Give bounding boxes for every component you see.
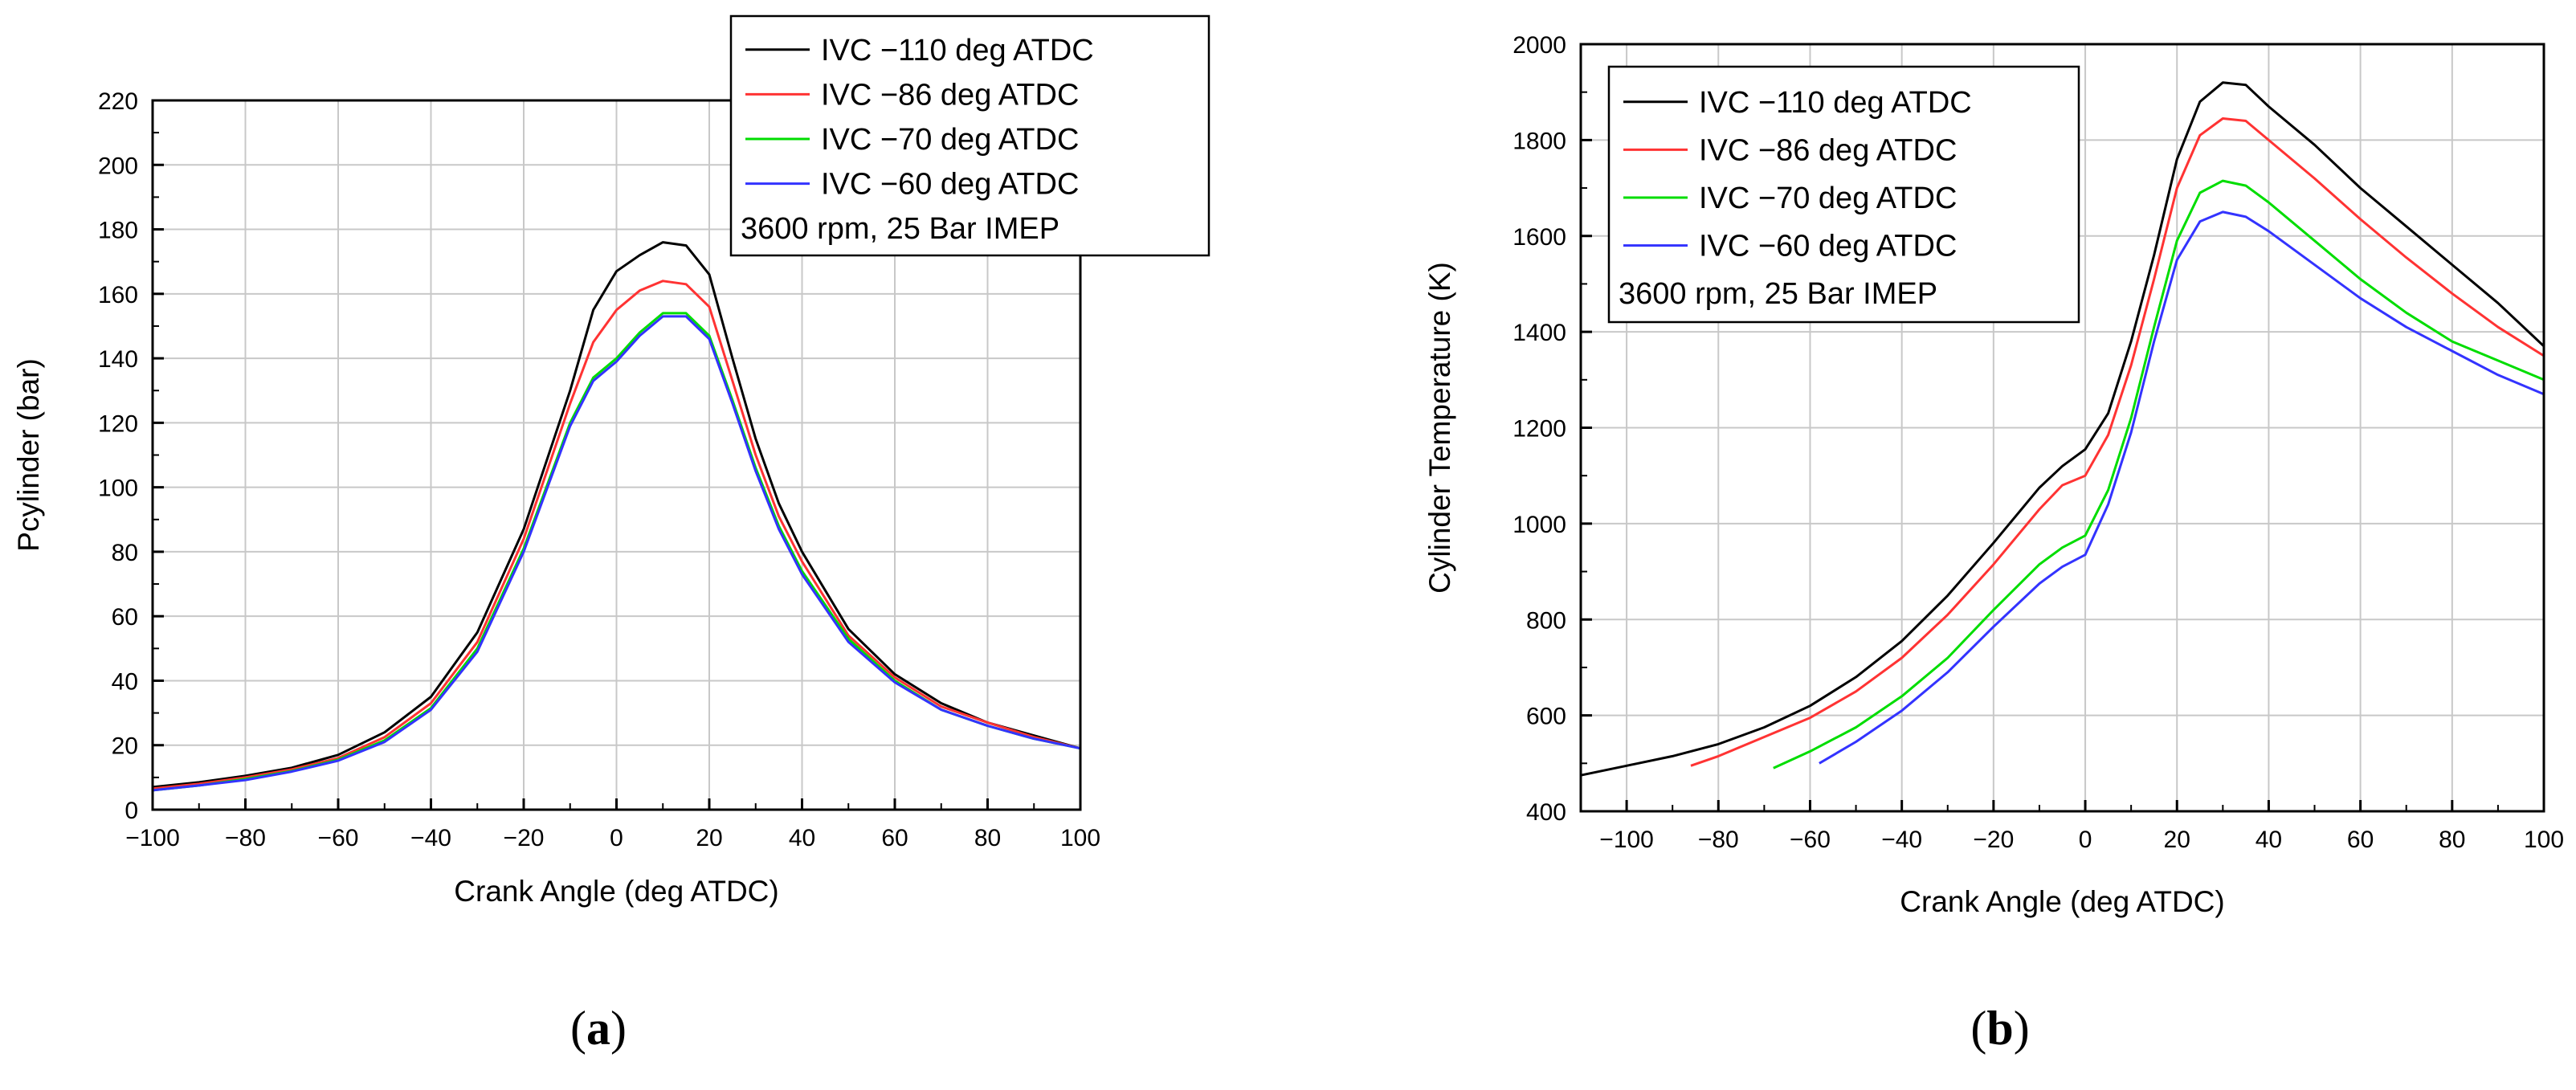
- x-axis-title: Crank Angle (deg ATDC): [1900, 885, 2224, 918]
- legend-label-2: IVC −70 deg ATDC: [821, 123, 1079, 157]
- series-line-0: [1580, 81, 2545, 777]
- x-tick-label: 20: [696, 825, 722, 851]
- series-line-3: [1819, 210, 2545, 765]
- legend-annotation: 3600 rpm, 25 Bar IMEP: [741, 212, 1059, 246]
- x-tick-label: 40: [2256, 827, 2282, 853]
- x-tick-label: −60: [1790, 827, 1831, 853]
- x-tick-label: −100: [1599, 827, 1654, 853]
- series-line-1: [152, 280, 1081, 790]
- y-tick-label: 1400: [1513, 320, 1566, 346]
- y-tick-label: 600: [1526, 704, 1566, 730]
- y-tick-label: 1600: [1513, 224, 1566, 251]
- legend-label-2: IVC −70 deg ATDC: [1699, 182, 1957, 215]
- x-tick-label: −40: [1881, 827, 1922, 853]
- x-tick-label: −60: [318, 825, 359, 851]
- y-tick-label: 1000: [1513, 512, 1566, 538]
- x-tick-label: 80: [974, 825, 1001, 851]
- legend-label-0: IVC −110 deg ATDC: [1699, 86, 1972, 120]
- y-tick-label: 1200: [1513, 416, 1566, 443]
- legend-box: [729, 14, 1210, 257]
- x-tick-label: 80: [2439, 827, 2465, 853]
- y-tick-label: 80: [112, 540, 138, 566]
- legend: IVC −110 deg ATDC IVC −86 deg ATDC IVC −70…: [1607, 65, 2080, 324]
- x-tick-label: 0: [610, 825, 623, 851]
- x-tick-label: 100: [2524, 827, 2564, 853]
- series-line-3: [152, 315, 1081, 792]
- y-tick-label: 120: [98, 410, 138, 437]
- x-tick-label: 0: [2079, 827, 2092, 853]
- y-tick-label: 200: [98, 153, 138, 179]
- y-tick-label: 220: [98, 88, 138, 115]
- x-tick-label: 60: [881, 825, 908, 851]
- y-tick-label: 60: [112, 604, 138, 631]
- chart-a-pressure: −100 −80 −60 −40 −20 0 20 40 60 80 100 0 20 40 60 80 100…: [12, 14, 1210, 1055]
- panel-label: (b): [1970, 1002, 2029, 1055]
- panel-label: (a): [570, 1002, 627, 1055]
- legend-label-1: IVC −86 deg ATDC: [821, 78, 1079, 112]
- legend-label-0: IVC −110 deg ATDC: [821, 34, 1094, 67]
- y-tick-label: 800: [1526, 607, 1566, 634]
- x-tick-label: −80: [225, 825, 266, 851]
- series-line-0: [152, 241, 1081, 789]
- series-line-2: [1773, 179, 2545, 770]
- legend-annotation: 3600 rpm, 25 Bar IMEP: [1619, 277, 1937, 311]
- y-tick-label: 0: [125, 798, 138, 824]
- y-tick-label: 140: [98, 346, 138, 373]
- legend: IVC −110 deg ATDC IVC −86 deg ATDC IVC −70…: [729, 14, 1210, 257]
- series-line-1: [1690, 117, 2545, 767]
- x-tick-label: −40: [410, 825, 451, 851]
- legend-label-1: IVC −86 deg ATDC: [1699, 133, 1957, 167]
- x-tick-label: 100: [1060, 825, 1100, 851]
- y-tick-label: 160: [98, 282, 138, 308]
- x-tick-label: 40: [789, 825, 815, 851]
- legend-box: [1607, 65, 2080, 324]
- x-tick-label: −20: [504, 825, 545, 851]
- y-tick-label: 180: [98, 218, 138, 244]
- x-axis-title: Crank Angle (deg ATDC): [454, 875, 778, 908]
- y-tick-label: 1800: [1513, 128, 1566, 154]
- x-tick-label: −20: [1973, 827, 2014, 853]
- y-axis-title: Pcylinder (bar): [12, 358, 45, 552]
- y-tick-label: 2000: [1513, 32, 1566, 59]
- y-tick-label: 400: [1526, 799, 1566, 826]
- x-tick-label: −80: [1698, 827, 1739, 853]
- x-tick-label: 60: [2347, 827, 2374, 853]
- legend-label-3: IVC −60 deg ATDC: [1699, 230, 1957, 263]
- y-tick-label: 20: [112, 733, 138, 760]
- y-axis-title: Cylinder Temperature (K): [1423, 262, 1456, 594]
- legend-label-3: IVC −60 deg ATDC: [821, 168, 1079, 202]
- x-tick-label: −100: [125, 825, 180, 851]
- y-tick-label: 100: [98, 476, 138, 502]
- y-tick-label: 40: [112, 668, 138, 695]
- chart-b-temperature: −100 −80 −60 −40 −20 0 20 40 60 80 100 400 600 800 100…: [1423, 32, 2564, 1055]
- x-tick-label: 20: [2164, 827, 2190, 853]
